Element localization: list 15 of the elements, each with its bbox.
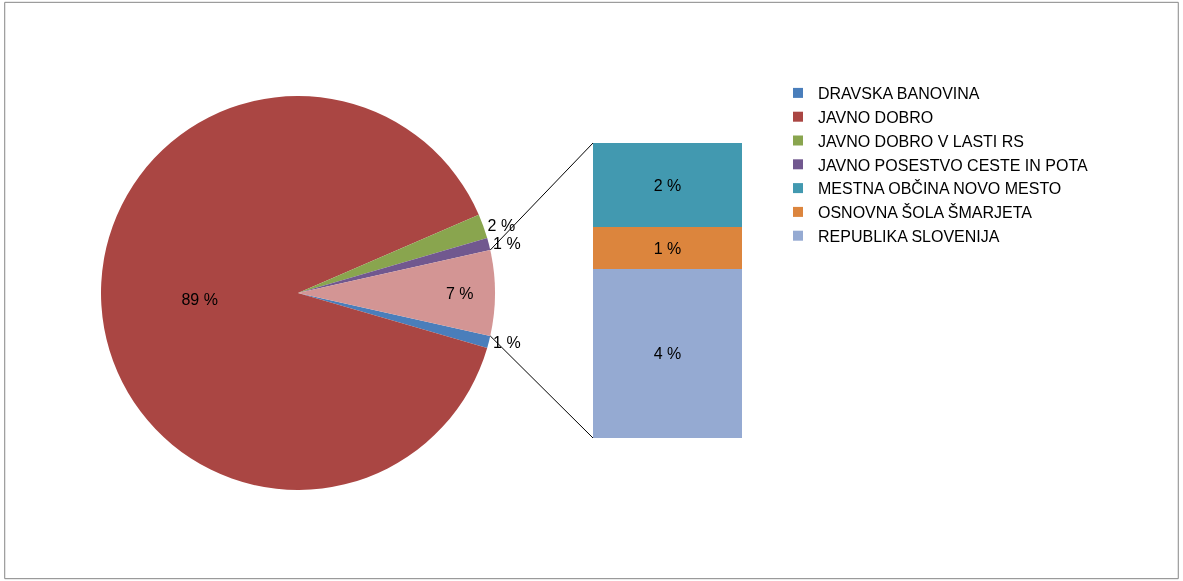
data-label: 1 % [653, 239, 682, 257]
pie-slice [298, 250, 495, 336]
legend-label: OSNOVNA ŠOLA ŠMARJETA [818, 203, 1033, 222]
legend-label: REPUBLIKA SLOVENIJA [818, 227, 1000, 245]
data-label: 89 % [181, 290, 218, 308]
data-label: 4 % [653, 345, 682, 362]
pie-slice [101, 96, 488, 490]
legend-label: JAVNO DOBRO [818, 108, 934, 126]
legend-label: JAVNO POSESTVO CESTE IN POTA [818, 156, 1089, 174]
data-label: 2 % [487, 216, 516, 234]
data-label: 7 % [445, 284, 474, 302]
legend-label: MESTNA OBČINA NOVO MESTO [818, 179, 1062, 198]
data-label: 2 % [653, 176, 682, 194]
legend-label: DRAVSKA BANOVINA [818, 85, 980, 103]
legend-label: JAVNO DOBRO V LASTI RS [818, 132, 1024, 150]
